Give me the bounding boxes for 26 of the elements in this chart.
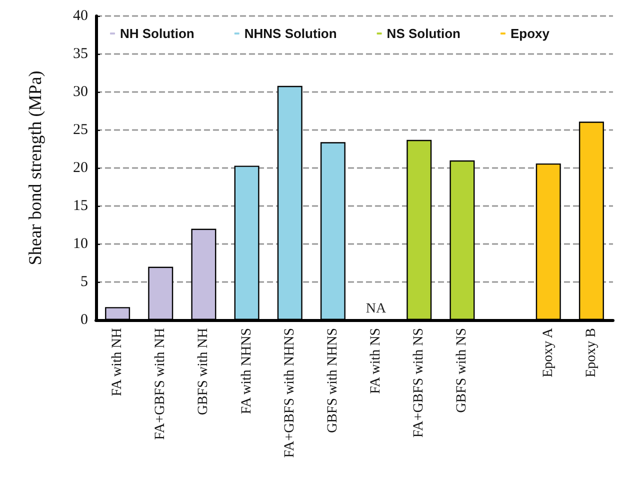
annotation: NA [366,302,388,316]
x-tick-label: GBFS with NS [454,328,470,413]
y-tick-label: 40 [73,8,88,24]
x-tick-label: FA+GBFS with NHNS [282,328,298,458]
x-tick-label: Epoxy B [584,328,599,378]
y-axis-title: Shear bond strength (MPa) [25,70,45,266]
y-tick-label: 20 [73,160,88,176]
legend-label: Epoxy [510,26,550,41]
y-tick-label: 5 [80,274,88,290]
x-tick-label: FA with NS [368,328,384,394]
x-tick-label: GBFS with NHNS [325,328,340,434]
y-tick-label: 30 [73,84,88,100]
y-tick-label: 10 [73,236,88,252]
legend-label: NS Solution [386,26,461,41]
y-tick-label: 25 [73,122,88,138]
y-tick-label: 35 [73,46,88,62]
legend-label: NH Solution [120,26,194,41]
x-tick-label: FA+GBFS with NS [412,328,427,438]
x-tick-label: GBFS with NH [196,328,212,416]
y-tick-label: 15 [73,198,88,214]
x-tick-label: FA+GBFS with NH [153,328,168,440]
x-tick-label: Epoxy A [540,327,556,378]
y-tick-label: 0 [80,312,88,328]
x-tick-label: FA with NHNS [239,328,254,414]
x-tick-label: FA with NH [110,328,126,396]
legend-label: NHNS Solution [244,26,337,41]
